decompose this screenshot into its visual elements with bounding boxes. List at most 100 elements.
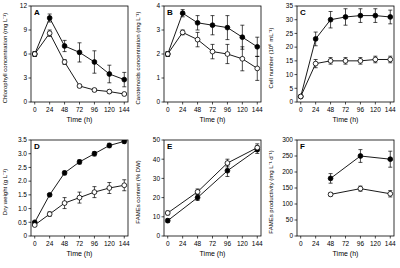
y-tick bbox=[162, 178, 165, 179]
x-axis-label: Time (h) bbox=[333, 116, 359, 124]
data-point bbox=[195, 20, 200, 25]
data-point bbox=[122, 140, 127, 144]
x-tick bbox=[360, 102, 361, 105]
y-tick-label: 0 bbox=[289, 232, 293, 239]
series-line bbox=[168, 150, 258, 221]
panel: 02448729612014401020304050Time (h)FAMEs … bbox=[135, 136, 263, 258]
data-group bbox=[165, 10, 259, 81]
y-tick bbox=[295, 102, 298, 103]
x-tick-label: 144 bbox=[252, 240, 263, 247]
data-point bbox=[373, 13, 378, 18]
y-tick-label: 35 bbox=[286, 2, 294, 9]
error-bar bbox=[122, 180, 126, 191]
y-tick-label: 2 bbox=[156, 50, 160, 57]
error-bar bbox=[225, 44, 229, 63]
x-tick bbox=[197, 102, 198, 105]
x-tick-label: 0 bbox=[299, 240, 303, 247]
y-tick-label: 50 bbox=[286, 216, 294, 223]
y-tick bbox=[29, 208, 32, 209]
y-tick-label: 1 bbox=[156, 74, 160, 81]
x-tick bbox=[345, 236, 346, 239]
error-bar bbox=[33, 52, 37, 57]
error-bar bbox=[78, 84, 82, 87]
error-bar bbox=[107, 143, 111, 147]
error-bar bbox=[329, 193, 333, 196]
x-tick-label: 72 bbox=[342, 106, 350, 113]
error-bar bbox=[314, 32, 318, 46]
panel-letter: E bbox=[167, 142, 173, 151]
error-bar bbox=[344, 9, 348, 25]
x-tick bbox=[79, 102, 80, 105]
y-tick bbox=[295, 156, 298, 157]
x-tick-label: 48 bbox=[327, 240, 335, 247]
data-group bbox=[32, 14, 126, 96]
y-tick bbox=[295, 60, 298, 61]
x-tick bbox=[167, 102, 168, 105]
series-line bbox=[35, 33, 125, 94]
error-bar bbox=[122, 92, 126, 95]
data-point bbox=[313, 37, 318, 42]
data-point bbox=[107, 89, 112, 94]
x-tick-label: 144 bbox=[385, 240, 396, 247]
data-point bbox=[77, 195, 82, 200]
x-axis-label: Time (h) bbox=[67, 250, 93, 258]
error-bar bbox=[255, 56, 259, 80]
y-tick bbox=[29, 167, 32, 168]
y-tick bbox=[162, 197, 165, 198]
x-tick bbox=[182, 236, 183, 239]
data-point bbox=[92, 60, 97, 65]
data-point bbox=[328, 176, 333, 181]
data-point bbox=[240, 56, 245, 61]
y-tick bbox=[162, 78, 165, 79]
y-tick-label: 100 bbox=[282, 200, 293, 207]
error-bar bbox=[240, 47, 244, 71]
error-bar bbox=[196, 32, 200, 46]
x-tick bbox=[360, 236, 361, 239]
y-tick bbox=[29, 54, 32, 55]
error-bar bbox=[225, 16, 229, 40]
y-tick-label: 12 bbox=[20, 2, 28, 9]
y-tick-label: 25 bbox=[286, 30, 294, 37]
x-axis-label: Time (h) bbox=[200, 250, 226, 258]
data-point bbox=[358, 58, 363, 63]
y-tick-label: 0 bbox=[23, 232, 27, 239]
x-tick-label: 24 bbox=[312, 106, 320, 113]
error-bar bbox=[78, 192, 82, 203]
x-tick bbox=[345, 102, 346, 105]
y-tick-label: 30 bbox=[153, 175, 161, 182]
series-line bbox=[301, 59, 391, 96]
x-tick bbox=[227, 236, 228, 239]
data-point bbox=[107, 186, 112, 191]
x-tick bbox=[242, 236, 243, 239]
error-bar bbox=[196, 16, 200, 30]
x-tick-label: 144 bbox=[119, 240, 130, 247]
x-tick-label: 96 bbox=[224, 106, 232, 113]
x-tick bbox=[109, 236, 110, 239]
error-bar bbox=[211, 16, 215, 35]
y-tick bbox=[29, 140, 32, 141]
data-point bbox=[165, 218, 170, 223]
x-tick bbox=[167, 236, 168, 239]
x-tick-label: 48 bbox=[327, 106, 335, 113]
x-tick bbox=[330, 236, 331, 239]
data-point bbox=[180, 11, 185, 16]
y-tick-label: 2.5 bbox=[18, 164, 27, 171]
error-bar bbox=[358, 150, 362, 163]
x-tick-label: 120 bbox=[370, 240, 381, 247]
error-bar bbox=[329, 174, 333, 184]
x-tick-label: 24 bbox=[179, 240, 187, 247]
data-point bbox=[373, 57, 378, 62]
y-tick bbox=[29, 78, 32, 79]
y-tick bbox=[295, 140, 298, 141]
data-point bbox=[388, 191, 393, 196]
error-bar bbox=[63, 198, 67, 209]
x-tick-label: 96 bbox=[224, 240, 232, 247]
data-point bbox=[388, 57, 393, 62]
error-bar bbox=[388, 151, 392, 167]
error-bar bbox=[78, 160, 82, 164]
data-point bbox=[210, 23, 215, 28]
x-tick-label: 120 bbox=[237, 106, 248, 113]
y-tick-label: 2.0 bbox=[18, 177, 27, 184]
panel: 02448729612014401234Time (h)Carotenoids … bbox=[135, 2, 263, 124]
data-point bbox=[388, 157, 393, 162]
